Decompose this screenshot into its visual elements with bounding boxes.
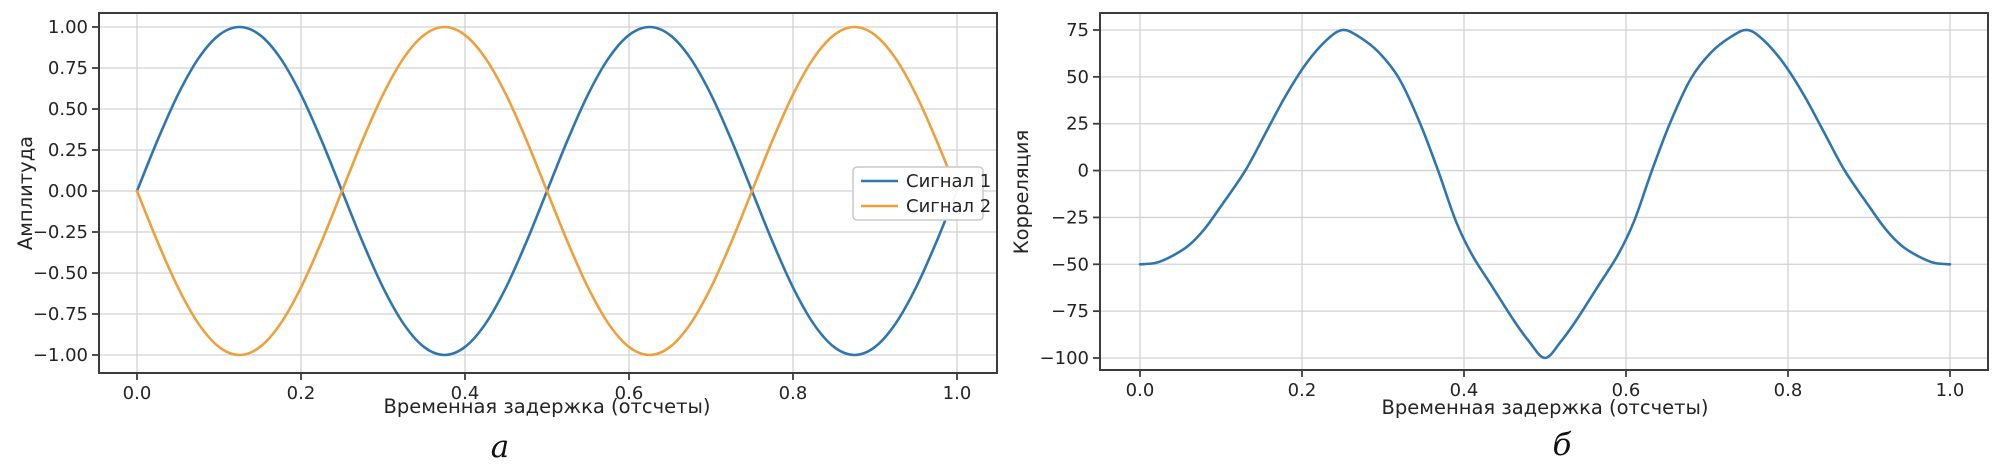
y-tick-label-2: 25 xyxy=(1066,114,1089,135)
y-tick-label-1: 50 xyxy=(1066,67,1089,88)
x-tick-label-2: 0.4 xyxy=(451,383,480,404)
y-tick-label-1: 0.75 xyxy=(48,58,88,79)
y-tick-label-4: −25 xyxy=(1051,207,1089,228)
x-tick-label-3: 0.6 xyxy=(1612,380,1641,401)
y-tick-label-5: −50 xyxy=(1051,254,1089,275)
y-tick-label-7: −100 xyxy=(1040,348,1089,369)
chart-a-plot: 0.0 0.2 0.4 0.6 0.8 1.0 1.00 0.75 0.50 0.25 0.00 −0… xyxy=(14,12,998,418)
plot-border xyxy=(1099,12,1989,371)
grid xyxy=(1100,13,1988,370)
x-axis-label: Временная задержка (отсчеты) xyxy=(383,395,710,418)
chart-a-container: 0.0 0.2 0.4 0.6 0.8 1.0 1.00 0.75 0.50 0.25 0.00 −0… xyxy=(14,12,998,465)
series-line-1 xyxy=(135,25,959,357)
x-tick-label-2: 0.4 xyxy=(1450,380,1479,401)
caption-a: а xyxy=(490,429,510,465)
x-tick-label-5: 1.0 xyxy=(943,383,972,404)
x-tick-label-1: 0.2 xyxy=(1288,380,1317,401)
legend: Сигнал 1 Сигнал 2 xyxy=(852,166,991,221)
x-tick-label-0: 0.0 xyxy=(123,383,152,404)
series-line-0 xyxy=(1138,28,1952,360)
grid xyxy=(99,13,997,373)
y-axis-label: Корреляция xyxy=(1010,130,1033,254)
x-tick-label-4: 0.8 xyxy=(1774,380,1803,401)
x-tick-label-1: 0.2 xyxy=(287,383,316,404)
legend-label-0: Сигнал 1 xyxy=(906,171,991,192)
x-tick-label-4: 0.8 xyxy=(779,383,808,404)
y-tick-label-7: −0.75 xyxy=(33,304,88,325)
plot-border xyxy=(98,12,998,374)
x-axis-label: Временная задержка (отсчеты) xyxy=(1381,396,1708,419)
x-tick-label-3: 0.6 xyxy=(615,383,644,404)
caption-b: б xyxy=(1552,427,1572,463)
y-axis-label: Амплитуда xyxy=(14,136,37,250)
y-tick-label-3: 0.25 xyxy=(48,140,88,161)
y-tick-label-2: 0.50 xyxy=(48,99,88,120)
y-tick-label-8: −1.00 xyxy=(33,345,88,366)
y-tick-label-0: 1.00 xyxy=(48,17,88,38)
y-tick-label-5: −0.25 xyxy=(33,222,88,243)
y-tick-label-0: 75 xyxy=(1066,20,1089,41)
y-tick-label-3: 0 xyxy=(1078,161,1089,182)
legend-label-1: Сигнал 2 xyxy=(906,196,991,217)
x-tick-label-0: 0.0 xyxy=(1126,380,1155,401)
chart-b-container: 0.0 0.2 0.4 0.6 0.8 1.0 75 50 25 0 −25 −50 −75 −100 Вр… xyxy=(1004,0,2008,475)
x-tick-label-5: 1.0 xyxy=(1936,380,1965,401)
y-tick-label-4: 0.00 xyxy=(48,181,88,202)
chart-b-plot: 0.0 0.2 0.4 0.6 0.8 1.0 75 50 25 0 −25 −50 −75 −100 Вр… xyxy=(1010,12,1989,419)
y-tick-label-6: −0.50 xyxy=(33,263,88,284)
y-tick-label-6: −75 xyxy=(1051,301,1089,322)
